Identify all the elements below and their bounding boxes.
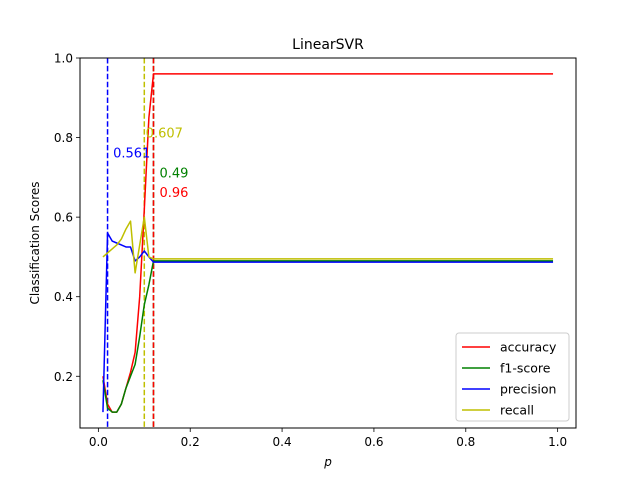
series-line-recall: [102, 216, 554, 274]
legend: accuracy f1-score precision recall: [455, 332, 570, 422]
legend-label-precision: precision: [500, 382, 556, 397]
legend-label-f1-score: f1-score: [500, 361, 551, 376]
y-tick-label: 0.6: [54, 211, 73, 225]
x-tick-label: 0.0: [89, 435, 108, 449]
series-line-f1-score: [102, 260, 554, 413]
vline-labels: 0.561 0.607 0.49 0.96: [113, 127, 188, 202]
x-tick-label: 1.0: [548, 435, 567, 449]
y-tick-label: 1.0: [54, 52, 73, 66]
plot-area: [102, 58, 554, 428]
x-tick-label: 0.2: [181, 435, 200, 449]
y-tick-label: 0.8: [54, 131, 73, 145]
vline-label-0: 0.561: [113, 146, 150, 161]
vline-label-1: 0.607: [146, 127, 183, 142]
legend-label-recall: recall: [500, 403, 534, 418]
y-axis-label: Classification Scores: [28, 181, 42, 304]
vline-label-3: 0.96: [159, 186, 188, 201]
x-tick-label: 0.4: [273, 435, 292, 449]
x-tick-label: 0.6: [364, 435, 383, 449]
legend-box: [455, 332, 570, 422]
plot-frame: [79, 57, 577, 429]
x-tick-label: 0.8: [456, 435, 475, 449]
y-tick-label: 0.2: [54, 370, 73, 384]
x-axis-ticks: 0.0 0.2 0.4 0.6 0.8 1.0: [89, 428, 567, 449]
y-axis-ticks: 0.2 0.4 0.6 0.8 1.0: [54, 52, 80, 384]
y-tick-label: 0.4: [54, 290, 73, 304]
legend-label-accuracy: accuracy: [500, 340, 557, 355]
vline-label-2: 0.49: [159, 166, 188, 181]
x-axis-label: p: [323, 455, 332, 469]
chart-title: LinearSVR: [292, 37, 364, 53]
